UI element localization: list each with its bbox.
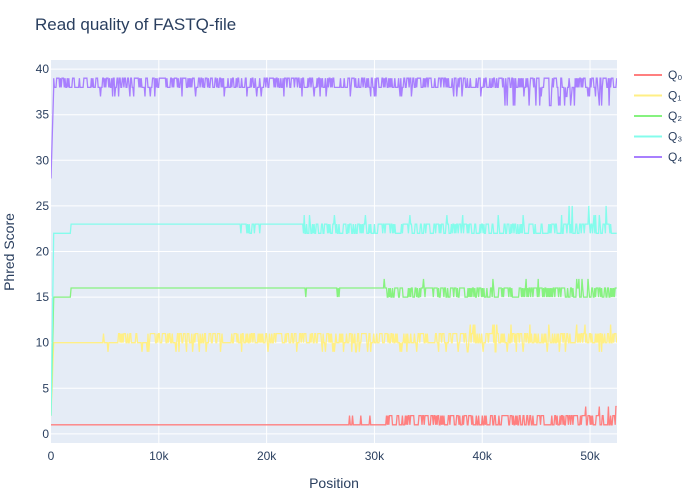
y-tick-label: 40 [36, 62, 50, 76]
y-axis-ticks: 0 5 10 15 20 25 30 35 40 [36, 62, 50, 441]
legend-label: Q₀ [668, 68, 682, 82]
legend-label: Q₄ [668, 150, 682, 164]
x-tick-label: 50k [580, 449, 600, 463]
y-tick-label: 10 [36, 336, 50, 350]
y-tick-label: 20 [36, 245, 50, 259]
legend: Q₀ Q₁ Q₂ Q₃ Q₄ [634, 68, 682, 164]
x-tick-label: 0 [48, 449, 55, 463]
series-line-q2 [51, 278, 617, 416]
x-tick-label: 30k [365, 449, 385, 463]
y-tick-label: 35 [36, 108, 50, 122]
y-tick-label: 0 [42, 427, 49, 441]
x-tick-label: 10k [149, 449, 169, 463]
x-axis-ticks: 0 10k 20k 30k 40k 50k [48, 449, 601, 463]
series-line-q4 [51, 77, 617, 179]
x-tick-label: 20k [257, 449, 277, 463]
y-axis-title: Phred Score [1, 213, 17, 291]
y-tick-label: 15 [36, 290, 50, 304]
legend-label: Q₂ [668, 109, 682, 123]
y-tick-label: 25 [36, 199, 50, 213]
chart-title: Read quality of FASTQ-file [35, 15, 236, 34]
x-tick-label: 40k [473, 449, 493, 463]
series-line-q0 [51, 405, 617, 426]
legend-label: Q₃ [668, 130, 682, 144]
series-line-q3 [51, 205, 617, 416]
series-line-q1 [51, 324, 617, 416]
y-tick-label: 5 [42, 381, 49, 395]
y-tick-label: 30 [36, 153, 50, 167]
x-axis-title: Position [309, 475, 359, 491]
legend-label: Q₁ [668, 89, 681, 103]
plot-series [51, 77, 617, 426]
